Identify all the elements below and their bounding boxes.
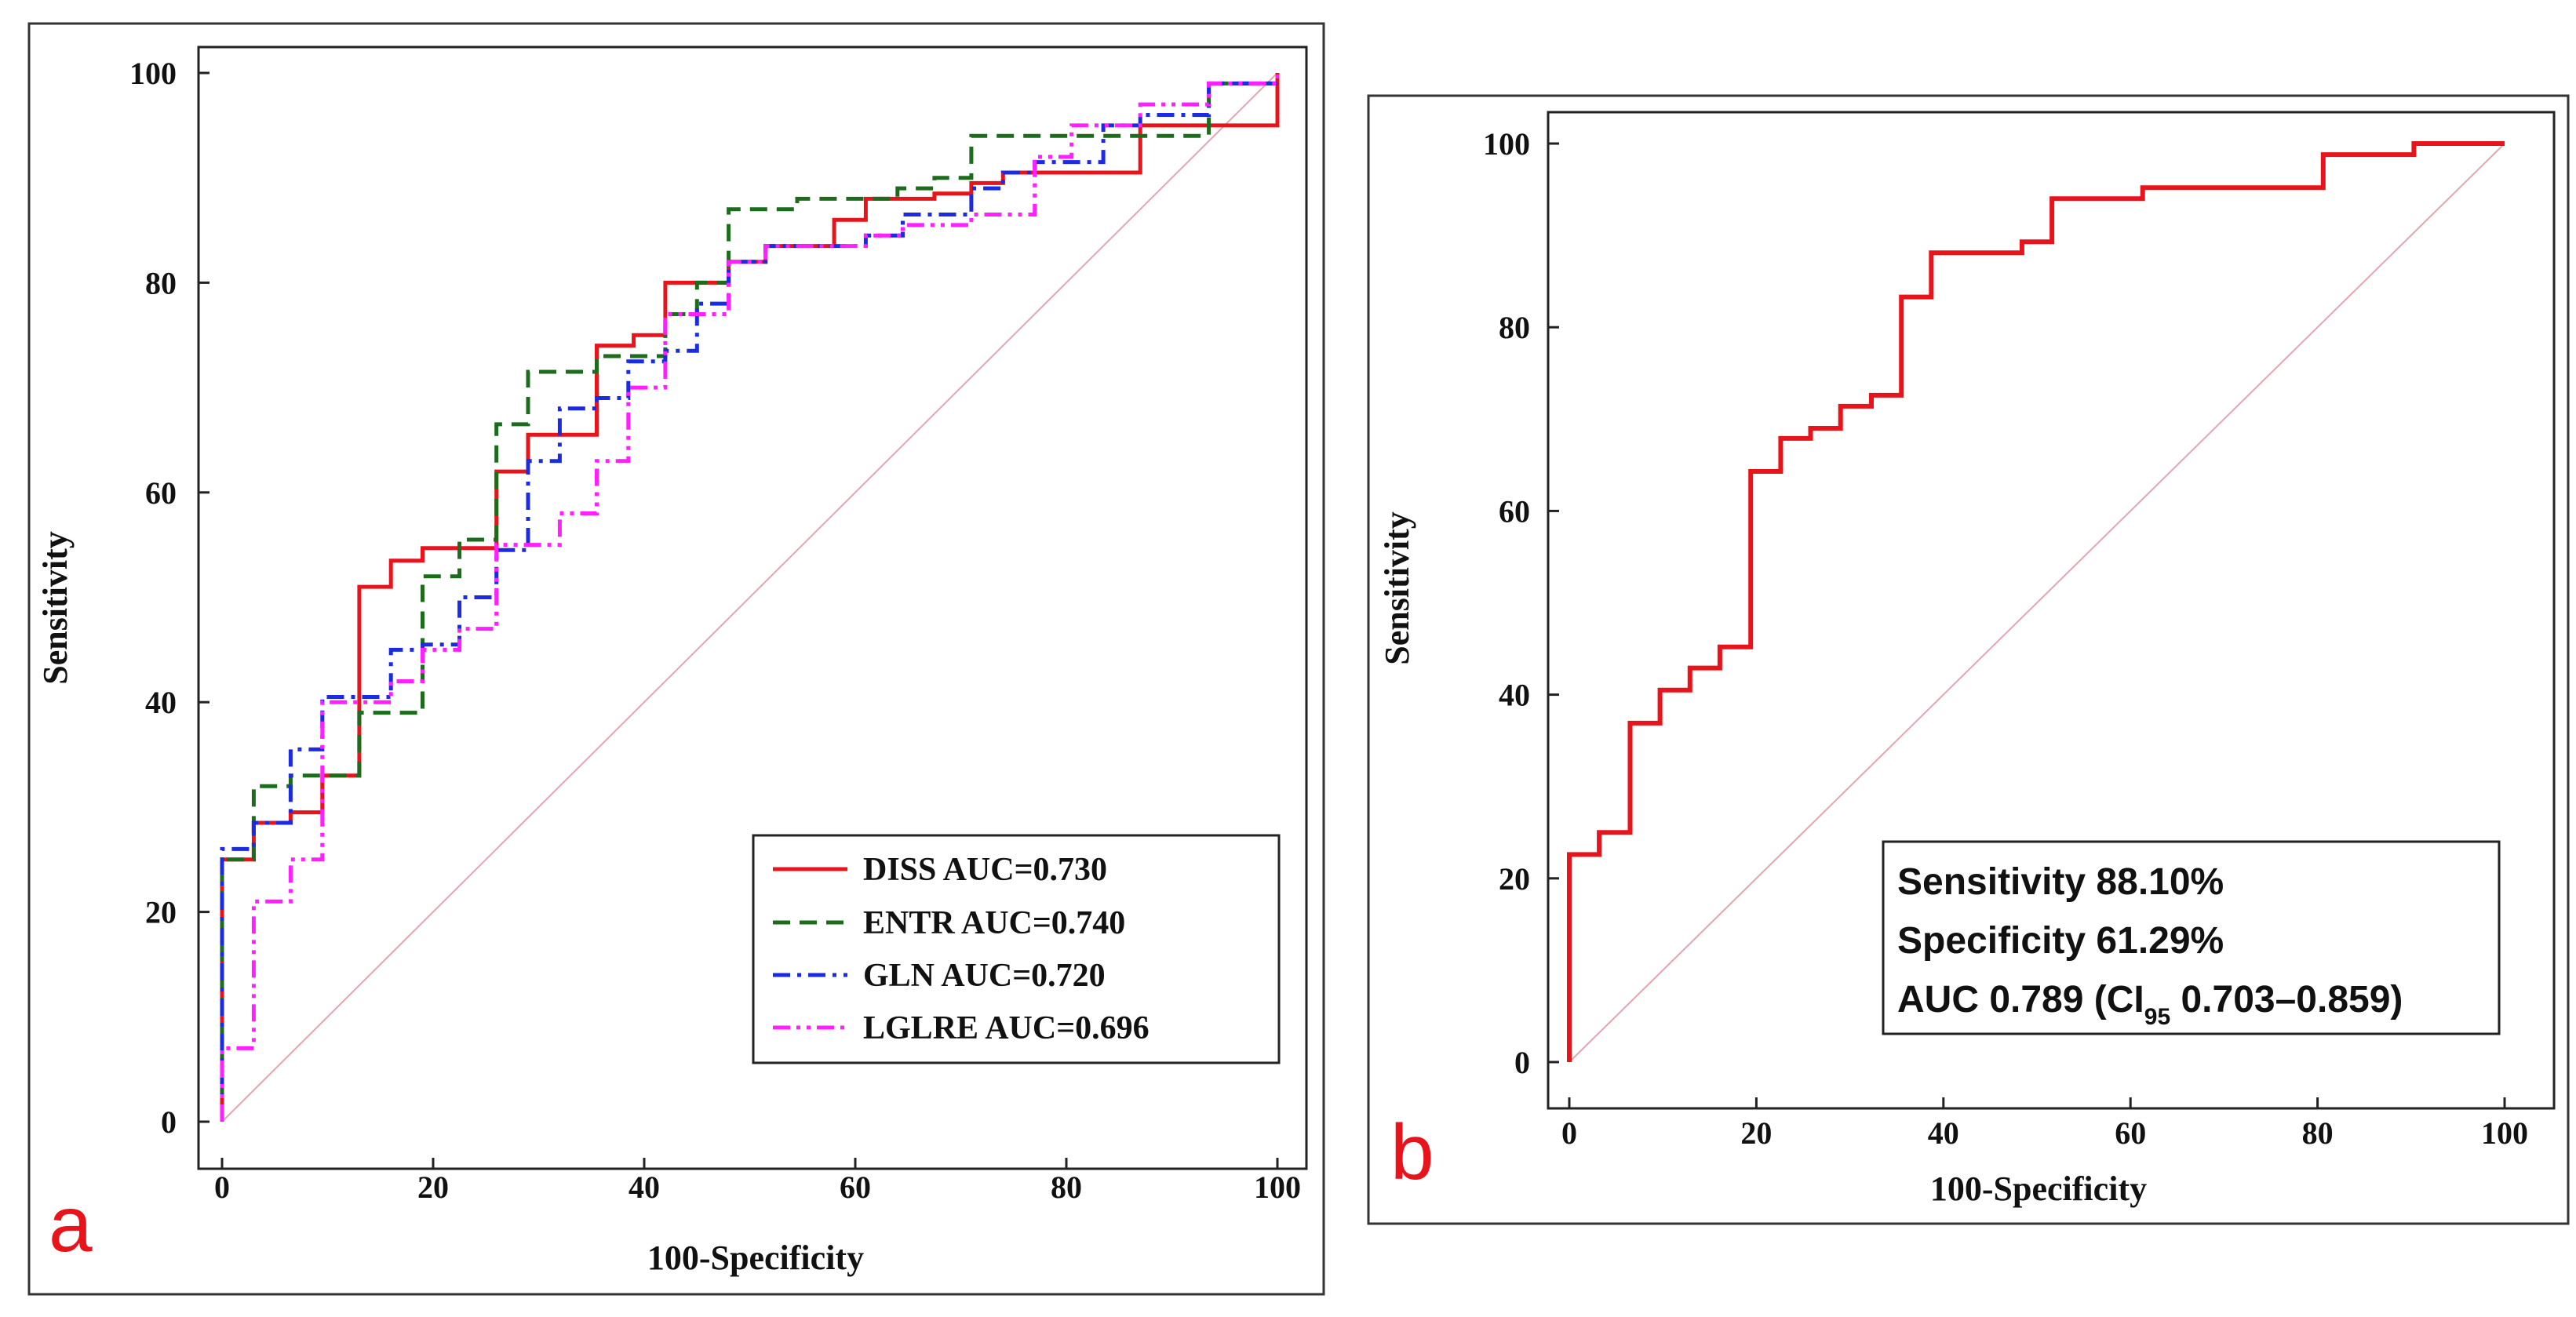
panel-b-frame: [1367, 94, 2570, 1225]
stat-auc-prefix: AUC 0.789 (CI: [1897, 979, 2144, 1020]
panel-label-a: a: [49, 1181, 93, 1268]
panel-a-plot-area: [197, 45, 1308, 1170]
panel-label-b: b: [1390, 1108, 1434, 1196]
panel-a-y-axis-label: Sensitivity: [36, 531, 75, 685]
legend-label-diss: DISS AUC=0.730: [863, 852, 1107, 888]
y-tick-label: 100: [1483, 126, 1530, 162]
x-tick-label: 0: [214, 1170, 230, 1205]
y-tick-label: 20: [145, 895, 177, 930]
panel-b-x-axis-label: 100-Specificity: [1930, 1170, 2147, 1208]
stat-auc: AUC 0.789 (CI95 0.703–0.859): [1897, 979, 2403, 1030]
x-tick-label: 80: [2302, 1115, 2334, 1151]
series-line-gln-a: [220, 81, 1277, 1122]
x-tick-label: 80: [1051, 1170, 1082, 1205]
x-tick-label: 40: [629, 1170, 660, 1205]
stats-box-frame: [1882, 840, 2501, 1035]
panel-b-stats-box: Sensitivity 88.10% Specificity 61.29% AU…: [1882, 840, 2501, 1035]
y-tick-label: 80: [1499, 310, 1530, 345]
series-line-diss-b: [1567, 141, 2505, 1062]
legend-label-lglre: LGLRE AUC=0.696: [863, 1010, 1150, 1046]
x-tick-label: 40: [1928, 1115, 1959, 1151]
x-tick-label: 20: [417, 1170, 449, 1205]
panel-a-legend: DISS AUC=0.730 ENTR AUC=0.740 GLN AUC=0.…: [752, 834, 1281, 1064]
x-tick-label: 60: [2115, 1115, 2146, 1151]
legend-label-entr: ENTR AUC=0.740: [863, 905, 1125, 941]
panel-a-legend-box: [752, 834, 1281, 1064]
y-tick-label: 100: [129, 56, 177, 91]
y-tick-label: 20: [1499, 861, 1530, 897]
stat-specificity: Specificity 61.29%: [1897, 920, 2224, 962]
panel-b-y-axis-label: Sensitivity: [1378, 511, 1416, 665]
y-tick-label: 0: [1514, 1045, 1530, 1080]
x-tick-label: 100: [2481, 1115, 2528, 1151]
y-tick-label: 80: [145, 265, 177, 300]
y-tick-label: 40: [1499, 678, 1530, 713]
legend-label-gln: GLN AUC=0.720: [863, 958, 1106, 994]
panel-a-y-axis: 0 20 40 60 80 100: [129, 56, 210, 1140]
panel-b-y-axis: 0 20 40 60 80 100: [1483, 126, 1559, 1080]
panel-b-x-axis: 0 20 40 60 80 100: [1561, 1097, 2528, 1151]
x-tick-label: 20: [1740, 1115, 1772, 1151]
y-tick-label: 60: [1499, 493, 1530, 529]
panel-b-plot-area: [1547, 111, 2556, 1110]
stat-sensitivity: Sensitivity 88.10%: [1897, 861, 2224, 903]
x-tick-label: 0: [1561, 1115, 1577, 1151]
panel-a: 0 20 40 60 80 100 0 20 40 60 80 100 100-Specificit…: [27, 22, 1325, 1296]
series-line-lglre-a: [220, 73, 1280, 1122]
y-tick-label: 40: [145, 685, 177, 720]
stat-auc-subscript: 95: [2144, 1004, 2170, 1030]
panel-a-diagonal-reference: [221, 72, 1278, 1122]
x-tick-label: 60: [840, 1170, 871, 1205]
panel-a-x-axis: 0 20 40 60 80 100: [214, 1158, 1301, 1205]
panel-a-frame: [27, 22, 1325, 1296]
stat-auc-suffix: 0.703–0.859): [2170, 979, 2403, 1020]
y-tick-label: 60: [145, 475, 177, 511]
panel-b: 0 20 40 60 80 100 0 20 40 60 80 100 100-Specificit…: [1367, 94, 2570, 1225]
panel-a-series-group: [220, 73, 1280, 1122]
series-line-entr-a: [220, 81, 1277, 1122]
panel-b-diagonal-reference: [1569, 143, 2505, 1063]
panel-a-x-axis-label: 100-Specificity: [647, 1239, 864, 1277]
panel-b-series-group: [1567, 141, 2505, 1062]
y-tick-label: 0: [161, 1104, 177, 1140]
x-tick-label: 100: [1254, 1170, 1301, 1205]
